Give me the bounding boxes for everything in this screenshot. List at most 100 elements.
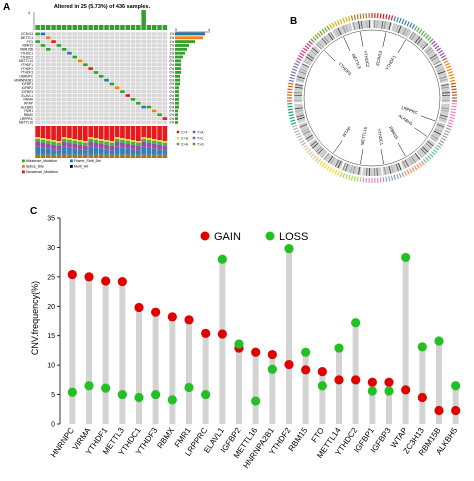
oncoprint-snv-segment: [67, 155, 72, 158]
oncoprint-snv-segment: [104, 126, 109, 140]
oncoprint-snv-segment: [78, 150, 83, 155]
circos-cnv-tick: [289, 115, 294, 116]
circos-cnv-tick: [450, 115, 455, 116]
circos-cnv-tick: [402, 19, 404, 24]
oncoprint-snv-segment: [41, 155, 46, 158]
circos-cnv-tick: [354, 15, 355, 20]
oncoprint-side-bar: [175, 110, 178, 113]
oncoprint-snv-segment: [51, 145, 56, 150]
cnv-stick: [153, 312, 159, 424]
oncoprint-top-bar: [73, 25, 78, 30]
oncoprint-side-bar: [175, 33, 205, 36]
mutation-legend-label: Nonsense_Mutation: [26, 170, 58, 174]
oncoprint-snv-segment: [46, 139, 51, 141]
circos-chr-separator: [441, 103, 451, 104]
oncoprint-snv-segment: [99, 155, 104, 158]
mutation-legend-swatch: [70, 160, 73, 163]
oncoprint-snv-segment: [72, 155, 77, 158]
cnv-loss-point: [101, 383, 110, 392]
oncoprint-snv-segment: [152, 144, 157, 149]
cnv-y-tick-label: 25: [47, 274, 55, 281]
oncoprint-mutation-cell: [147, 106, 152, 109]
circos-cnv-tick: [421, 161, 424, 165]
circos-band: [377, 168, 378, 176]
circos-cnv-tick: [290, 75, 295, 76]
cnv-gain-point: [451, 406, 460, 415]
oncoprint-snv-segment: [152, 126, 157, 139]
snv-legend-label: C>T: [181, 130, 189, 134]
oncoprint-top-bar: [46, 25, 51, 30]
oncoprint-top-bar: [110, 25, 115, 30]
circos-gene-label: YTHDC2: [363, 50, 371, 68]
cnv-legend-label: GAIN: [214, 231, 241, 243]
cnv-stick: [403, 257, 409, 424]
oncoprint-mutation-cell: [157, 113, 162, 116]
oncoprint-side-bar: [175, 75, 180, 78]
oncoprint-snv-segment: [136, 143, 141, 146]
cnv-loss-point: [384, 386, 393, 395]
oncoprint-snv-segment: [115, 139, 120, 142]
cnv-stick: [419, 347, 425, 424]
circos-inner-circle: [304, 30, 440, 166]
circos-cnv-tick: [335, 170, 337, 174]
oncoprint-mutation-cell: [141, 106, 146, 109]
circos-svg: YTHDF1ZC3H13YTHDC2METTL3YTHDF3LRPPRCALKB…: [268, 0, 474, 200]
cnv-loss-point: [234, 339, 243, 348]
oncoprint-snv-segment: [125, 139, 130, 141]
oncoprint-snv-segment: [78, 155, 83, 158]
oncoprint-top-bar: [120, 25, 125, 30]
oncoprint-snv-segment: [51, 126, 56, 140]
oncoprint-snv-segment: [110, 126, 115, 141]
cnv-gain-point: [351, 375, 360, 384]
oncoprint-snv-segment: [163, 141, 168, 143]
circos-cnv-tick: [410, 23, 412, 27]
circos-cnv-tick: [293, 66, 298, 68]
cnv-x-tick-label: HNRNPC: [49, 426, 76, 459]
oncoprint-mutation-cell: [73, 56, 78, 59]
oncoprint-snv-segment: [88, 155, 93, 158]
circos-cnv-tick: [309, 41, 313, 44]
circos-cnv-tick: [305, 46, 309, 49]
oncoprint-snv-segment: [147, 138, 152, 140]
oncoprint-snv-segment: [35, 155, 40, 158]
oncoprint-snv-segment: [131, 145, 136, 150]
oncoprint-snv-segment: [120, 143, 125, 148]
circos-gene-label: LRPPRC: [401, 105, 419, 116]
oncoprint-side-bar: [175, 40, 195, 43]
circos-cnv-tick: [431, 41, 435, 44]
panel-a-letter: A: [3, 2, 10, 13]
circos-cnv-tick: [451, 109, 456, 110]
oncoprint-snv-segment: [136, 146, 141, 151]
circos-cnv-tick: [343, 173, 345, 178]
oncoprint-top-bar: [62, 25, 67, 30]
oncoprint-side-bar: [175, 102, 179, 105]
cnv-loss-point: [434, 336, 443, 345]
oncoprint-snv-segment: [94, 138, 99, 140]
cnv-gain-point: [251, 348, 260, 357]
oncoprint-snv-segment: [62, 126, 67, 137]
circos-cnv-tick: [313, 37, 316, 41]
cnv-loss-point: [334, 343, 343, 352]
oncoprint-snv-segment: [110, 155, 115, 158]
oncoprint-snv-segment: [147, 155, 152, 158]
circos-cnv-tick: [438, 143, 442, 146]
cnv-loss-point: [184, 383, 193, 392]
oncoprint-snv-segment: [62, 137, 67, 139]
oncoprint-snv-segment: [104, 140, 109, 142]
circos-cnv-tick: [444, 61, 448, 63]
circos-cnv-tick: [448, 72, 453, 74]
circos-cnv-tick: [435, 147, 439, 150]
circos-cnv-tick: [313, 156, 316, 160]
oncoprint-mutation-cell: [46, 36, 51, 39]
circos-cnv-tick: [407, 170, 409, 174]
circos-gene-label: YTHDF3: [337, 61, 353, 77]
oncoprint-mutation-cell: [115, 87, 120, 90]
circos-cnv-tick: [298, 56, 302, 59]
cnv-stick: [119, 282, 125, 424]
snv-legend-label: T>A: [197, 130, 204, 134]
circos-cnv-tick: [430, 39, 434, 42]
oncoprint-snv-segment: [62, 155, 67, 158]
circos-cnv-tick: [322, 29, 325, 33]
circos-ideogram-ring: [298, 24, 446, 172]
